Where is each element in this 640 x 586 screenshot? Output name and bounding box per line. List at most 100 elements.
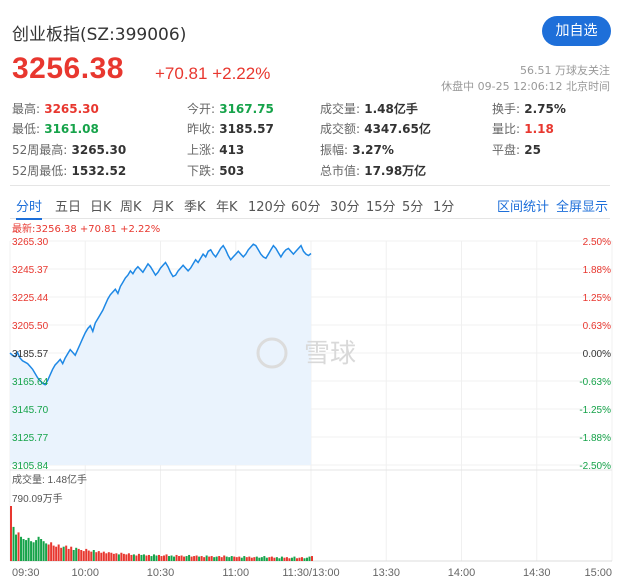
stat-label: 今开: (187, 102, 216, 116)
volume-bar (165, 554, 168, 561)
volume-bar (215, 556, 218, 561)
y-tick-left: 3265.30 (12, 237, 49, 248)
volume-bar (243, 556, 246, 561)
volume-bar (218, 556, 221, 561)
volume-bar (75, 547, 78, 561)
stat-item: 今开: 3167.75 (187, 100, 274, 117)
stat-value: 4347.65亿 (360, 122, 431, 136)
tab-5[interactable]: 季K (184, 200, 206, 215)
volume-bar (258, 557, 261, 561)
volume-bar (203, 557, 206, 561)
volume-bar (40, 539, 43, 561)
volume-bar (200, 556, 203, 561)
volume-bar (157, 554, 160, 561)
stat-label: 最高: (12, 102, 41, 116)
volume-bar (248, 556, 251, 561)
tab-10[interactable]: 15分 (366, 200, 396, 215)
volume-bar (65, 545, 68, 561)
volume-bar (47, 544, 50, 561)
stat-item: 振幅: 3.27% (320, 141, 394, 158)
volume-bar (283, 557, 286, 561)
volume-bar (30, 541, 33, 561)
volume-bar (220, 557, 223, 561)
volume-bar (180, 555, 183, 561)
y-tick-right: 2.50% (583, 237, 611, 248)
volume-bar (72, 550, 75, 561)
tab-4[interactable]: 月K (152, 200, 174, 215)
y-tick-left: 3205.50 (12, 321, 49, 332)
volume-bar (308, 556, 311, 561)
volume-bar (210, 556, 213, 561)
stat-label: 成交额: (320, 122, 361, 136)
volume-bar (253, 557, 256, 561)
volume-bar (97, 551, 100, 561)
volume-label: 成交量: 1.48亿手 (12, 473, 87, 486)
stat-label: 昨收: (187, 122, 216, 136)
volume-bar (288, 558, 291, 561)
tab-8[interactable]: 60分 (291, 200, 321, 215)
fullscreen-button[interactable]: 全屏显示 (556, 200, 609, 215)
volume-bar (170, 555, 173, 561)
tab-2[interactable]: 日K (90, 200, 112, 215)
volume-bar (142, 554, 145, 561)
volume-bar (105, 553, 108, 561)
volume-bar (290, 557, 293, 561)
volume-bar (163, 555, 166, 561)
volume-bar (17, 532, 20, 561)
volume-bar (60, 547, 63, 561)
range-stats-button[interactable]: 区间统计 (497, 200, 550, 215)
period-tabs: 分时 五日 日K 周K 月K 季K 年K 120分 60分 30分 15分 5分 1分 区间统计 全屏显示 (10, 192, 610, 220)
volume-bar (190, 556, 193, 561)
volume-bar (77, 548, 80, 561)
volume-bar (42, 541, 45, 561)
price-area (10, 244, 311, 465)
stat-value: 3265.30 (67, 143, 127, 157)
divider (10, 185, 610, 186)
stat-item: 量比: 1.18 (492, 120, 554, 137)
volume-bar (10, 506, 13, 561)
tab-11[interactable]: 5分 (402, 200, 424, 215)
tab-7[interactable]: 120分 (248, 200, 286, 215)
x-tick: 14:00 (448, 567, 476, 579)
volume-bar (273, 557, 276, 561)
stat-value: 17.98万亿 (360, 164, 427, 178)
volume-bar (205, 555, 208, 561)
volume-bar (265, 557, 268, 561)
stat-label: 下跌: (187, 164, 216, 178)
volume-bar (62, 546, 65, 561)
volume-bar (102, 551, 105, 561)
tab-9[interactable]: 30分 (330, 200, 360, 215)
tab-3[interactable]: 周K (120, 200, 142, 215)
stat-label: 振幅: (320, 143, 349, 157)
y-tick-left: 3245.37 (12, 265, 49, 276)
volume-bar (55, 546, 58, 561)
volume-bar (70, 546, 73, 561)
tab-6[interactable]: 年K (216, 200, 238, 215)
volume-bar (255, 556, 258, 561)
tab-12[interactable]: 1分 (433, 200, 455, 215)
volume-bar (122, 553, 125, 561)
add-watchlist-button[interactable]: 加自选 (542, 16, 611, 46)
volume-bar (250, 557, 253, 561)
volume-bar (67, 548, 70, 561)
volume-bar (35, 540, 38, 561)
volume-bar (95, 552, 98, 561)
volume-bar (195, 555, 198, 561)
volume-bar (15, 534, 18, 561)
volume-bar (92, 550, 95, 561)
tab-1[interactable]: 五日 (55, 200, 82, 215)
y-tick-left: 3185.57 (12, 349, 49, 360)
tab-0[interactable]: 分时 (16, 196, 43, 220)
volume-max-label: 790.09万手 (12, 492, 63, 505)
stat-value: 503 (215, 164, 245, 178)
stat-item: 52周最低: 1532.52 (12, 162, 126, 179)
volume-bar (117, 554, 120, 561)
volume-bar (245, 557, 248, 561)
volume-bar (115, 553, 118, 561)
y-tick-right: 0.63% (583, 321, 611, 332)
volume-bar (140, 554, 143, 561)
stat-value: 1532.52 (67, 164, 127, 178)
y-tick-right: -1.88% (579, 433, 611, 444)
y-tick-left: 3125.77 (12, 433, 49, 444)
